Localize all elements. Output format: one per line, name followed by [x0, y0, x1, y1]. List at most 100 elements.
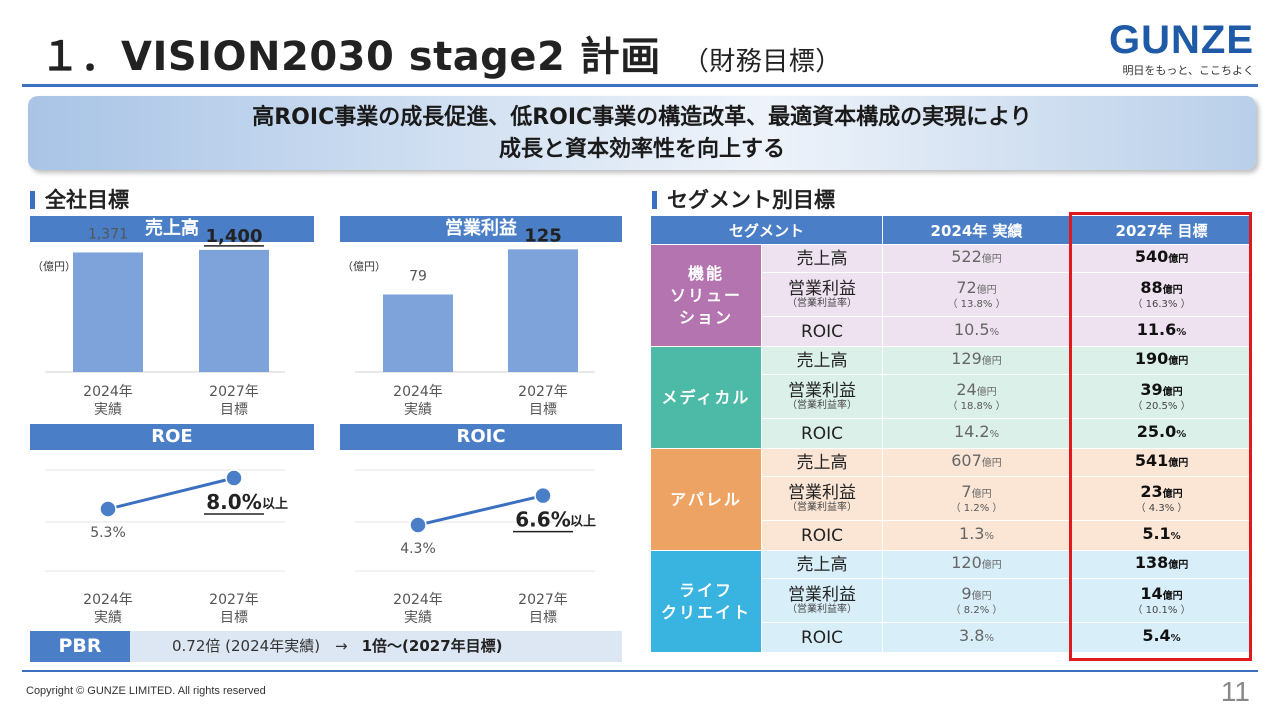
- header-target: 2027年 目標: [1070, 215, 1254, 245]
- target-value: 138億円: [1070, 550, 1254, 579]
- target-value: 23億円（ 4.3% ）: [1070, 476, 1254, 521]
- page-number: 11: [1220, 676, 1250, 707]
- actual-value: 129億円: [882, 346, 1072, 375]
- actual-value: 72億円（ 13.8% ）: [882, 272, 1072, 317]
- data-point: [409, 516, 427, 534]
- header-segment: セグメント: [649, 215, 884, 245]
- actual-value: 120億円: [882, 550, 1072, 579]
- table-row: 営業利益 （営業利益率） 72億円（ 13.8% ） 88億円（ 16.3% ）: [651, 272, 1254, 317]
- chart-title-roic: ROIC: [340, 424, 622, 450]
- metric-label: 売上高: [760, 244, 884, 273]
- target-value: 541億円: [1070, 448, 1254, 477]
- metric-label: ROIC: [760, 418, 884, 449]
- metric-label: 売上高: [760, 346, 884, 375]
- footer-divider: [22, 670, 1258, 672]
- metric-label: 営業利益 （営業利益率）: [760, 272, 884, 317]
- heading-marker: [30, 191, 35, 209]
- table-header-row: セグメント 2024年 実績 2027年 目標: [649, 215, 1254, 245]
- segment-targets-heading: セグメント別目標: [652, 184, 835, 214]
- chart-title-sales: 売上高: [30, 216, 314, 242]
- header-divider: [22, 84, 1258, 87]
- table-row: ライフ クリエイト 売上高 120億円 138億円: [650, 550, 1254, 653]
- category-label: 実績: [94, 402, 122, 418]
- pbr-row: PBR 0.72倍 (2024年実績) → 1倍～(2027年目標): [30, 631, 622, 662]
- target-value: 88億円（ 16.3% ）: [1070, 272, 1254, 317]
- actual-value: 1.3%: [882, 520, 1072, 551]
- segment-name: アパレル: [650, 448, 762, 551]
- data-label: 125: [524, 225, 562, 246]
- metric-label: ROIC: [760, 316, 884, 347]
- category-label: 2024年: [83, 384, 133, 400]
- page-title: １．VISION2030 stage2 計画 （財務目標）: [40, 34, 842, 80]
- banner-line-1: 高ROIC事業の成長促進、低ROIC事業の構造改革、最適資本構成の実現により: [252, 105, 1032, 130]
- data-label: 1,371: [88, 226, 128, 242]
- logo-wordmark: GUNZE: [1109, 18, 1254, 62]
- actual-value: 7億円（ 1.2% ）: [882, 476, 1072, 521]
- actual-value: 607億円: [882, 448, 1072, 477]
- segment-name: ライフ クリエイト: [650, 550, 762, 653]
- actual-value: 522億円: [882, 244, 1072, 273]
- metric-label: 営業利益 （営業利益率）: [760, 374, 884, 419]
- bar: [73, 252, 143, 372]
- heading-marker: [652, 191, 657, 209]
- actual-value: 10.5%: [882, 316, 1072, 347]
- pbr-actual: 0.72倍 (2024年実績) →: [172, 637, 348, 655]
- metric-label: 営業利益 （営業利益率）: [760, 578, 884, 623]
- category-label: 2024年: [393, 384, 443, 400]
- label-suffix: 以上: [262, 497, 288, 512]
- series-line: [417, 494, 544, 527]
- summary-banner: 高ROIC事業の成長促進、低ROIC事業の構造改革、最適資本構成の実現により 成…: [28, 96, 1256, 170]
- data-point: [225, 469, 243, 487]
- target-value: 25.0%: [1070, 418, 1254, 449]
- pbr-label: PBR: [30, 631, 130, 662]
- pbr-text: 0.72倍 (2024年実績) → 1倍～(2027年目標): [172, 631, 503, 662]
- data-point: [534, 486, 552, 505]
- table-row: ROIC 10.5% 11.6%: [651, 316, 1254, 347]
- chart-title-roe: ROE: [30, 424, 314, 450]
- category-label: 実績: [94, 610, 122, 626]
- table-row: ROIC 3.8% 5.4%: [651, 622, 1254, 653]
- segment-table: セグメント 2024年 実績 2027年 目標 機能 ソリュー ション 売上高 522億…: [649, 215, 1254, 653]
- banner-line-2: 成長と資本効率性を向上する: [498, 137, 785, 162]
- company-targets-heading: 全社目標: [30, 184, 129, 214]
- category-label: 2027年: [518, 592, 568, 608]
- target-value: 540億円: [1070, 244, 1254, 273]
- pbr-target: 1倍～(2027年目標): [361, 637, 503, 655]
- table-row: 営業利益 （営業利益率） 7億円（ 1.2% ） 23億円（ 4.3% ）: [651, 476, 1254, 521]
- table-row: メディカル 売上高 129億円 190億円: [650, 346, 1254, 449]
- target-value: 5.4%: [1070, 622, 1254, 653]
- category-label: 実績: [404, 610, 432, 626]
- data-label: 79: [409, 268, 427, 284]
- category-label: 2027年: [518, 384, 568, 400]
- table-row: アパレル 売上高 607億円 541億円: [650, 448, 1254, 551]
- data-label: 8.0%: [206, 490, 261, 514]
- bar: [508, 249, 578, 372]
- target-value: 11.6%: [1070, 316, 1254, 347]
- series-line: [107, 476, 235, 511]
- segment-name: 機能 ソリュー ション: [650, 244, 762, 347]
- copyright: Copyright © GUNZE LIMITED. All rights re…: [26, 685, 266, 697]
- company-charts: （億円）1,371 1,4002024年実績2027年目標（億円）79125202…: [32, 225, 596, 626]
- category-label: 2024年: [393, 592, 443, 608]
- target-value: 14億円（ 10.1% ）: [1070, 578, 1254, 623]
- table-row: 営業利益 （営業利益率） 9億円（ 8.2% ） 14億円（ 10.1% ）: [651, 578, 1254, 623]
- header-actual: 2024年 実績: [882, 215, 1072, 245]
- category-label: 2027年: [209, 592, 259, 608]
- bar: [383, 294, 453, 372]
- company-logo: GUNZE 明日をもっと、ここちよく: [1084, 20, 1254, 78]
- page-subtitle: （財務目標）: [682, 47, 842, 77]
- category-label: 目標: [529, 402, 557, 418]
- category-label: 実績: [404, 402, 432, 418]
- unit-label: （億円）: [342, 260, 386, 273]
- chart-title-op-profit: 営業利益: [340, 216, 622, 242]
- unit-label: （億円）: [32, 260, 76, 273]
- category-label: 2027年: [209, 384, 259, 400]
- actual-value: 3.8%: [882, 622, 1072, 653]
- target-value: 5.1%: [1070, 520, 1254, 551]
- metric-label: 売上高: [760, 448, 884, 477]
- table-row: 機能 ソリュー ション 売上高 522億円 540億円: [650, 244, 1254, 347]
- bar: [199, 249, 269, 372]
- data-label: 4.3%: [400, 541, 436, 557]
- metric-label: ROIC: [760, 520, 884, 551]
- actual-value: 24億円（ 18.8% ）: [882, 374, 1072, 419]
